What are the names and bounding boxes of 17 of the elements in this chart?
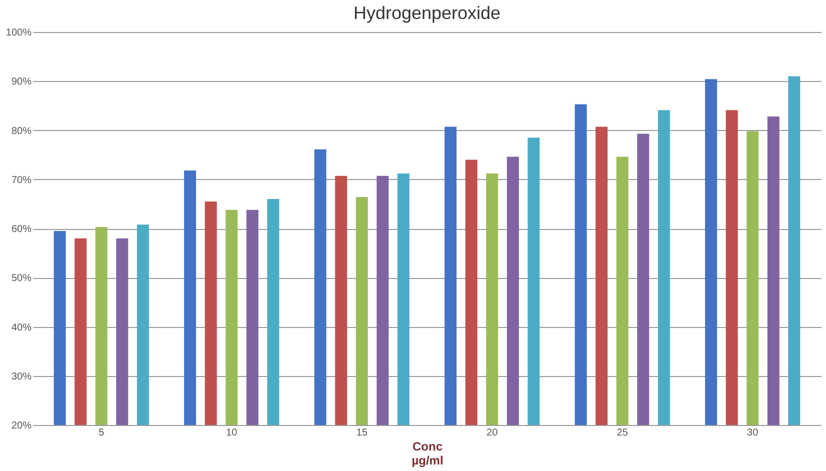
y-tick-label: 50% (11, 273, 32, 284)
y-tick-label: 60% (11, 224, 32, 235)
y-tick-label: 40% (11, 322, 32, 334)
x-tick-label: 25 (616, 428, 628, 438)
y-tick-label: 90% (11, 76, 32, 88)
y-tick-label: 100% (6, 28, 32, 38)
chart-title: Hydrogenperoxide (353, 3, 501, 23)
x-tick-label: 5 (98, 428, 105, 438)
x-tick-label: 20 (486, 428, 498, 438)
x-tick-label: 10 (226, 428, 238, 438)
y-tick-label: 80% (11, 126, 32, 137)
x-tick-label: 15 (356, 428, 368, 438)
y-tick-label: 30% (11, 371, 32, 382)
x-tick-label: 30 (747, 428, 759, 438)
y-tick-label: 70% (11, 174, 32, 186)
y-tick-label: 20% (11, 420, 32, 432)
x-axis-title: Conc µg/ml (412, 440, 444, 468)
